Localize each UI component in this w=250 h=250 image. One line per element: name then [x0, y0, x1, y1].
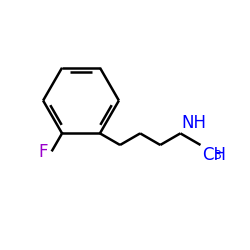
Text: NH: NH [182, 114, 206, 132]
Text: CH: CH [202, 146, 226, 164]
Text: 3: 3 [213, 150, 221, 162]
Text: F: F [38, 142, 48, 160]
